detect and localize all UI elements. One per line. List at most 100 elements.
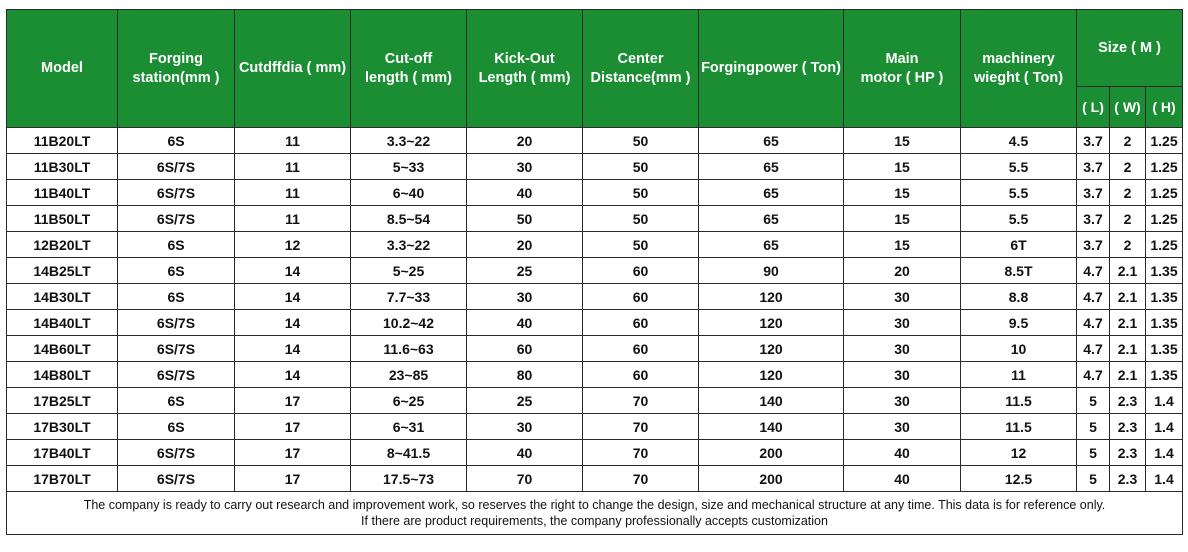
- cell-cutoff-length: 11.6~63: [350, 335, 467, 362]
- cell-center-distance: 50: [582, 127, 699, 154]
- cell-main-motor: 30: [843, 387, 961, 414]
- cell-cutoff-dia: 14: [234, 361, 351, 388]
- cell-cutoff-dia: 11: [234, 153, 351, 180]
- cell-forging-station: 6S: [117, 127, 235, 154]
- footnote-line-2: If there are product requirements, the c…: [361, 514, 828, 528]
- cell-size-h: 1.35: [1145, 361, 1183, 388]
- cell-cutoff-length: 5~25: [350, 257, 467, 284]
- header-size-l: ( L): [1076, 86, 1110, 128]
- cell-main-motor: 15: [843, 153, 961, 180]
- cell-cutoff-dia: 14: [234, 283, 351, 310]
- cell-cutoff-dia: 14: [234, 309, 351, 336]
- cell-size-w: 2.3: [1109, 465, 1146, 492]
- cell-size-l: 3.7: [1076, 231, 1110, 258]
- cell-forging-power: 140: [698, 387, 844, 414]
- cell-size-w: 2: [1109, 153, 1146, 180]
- cell-model: 12B20LT: [6, 231, 118, 258]
- cell-model: 14B60LT: [6, 335, 118, 362]
- cell-main-motor: 30: [843, 283, 961, 310]
- cell-size-w: 2.1: [1109, 257, 1146, 284]
- cell-kickout-length: 20: [466, 127, 583, 154]
- cell-size-l: 5: [1076, 439, 1110, 466]
- footnote-row: The company is ready to carry out resear…: [6, 491, 1183, 535]
- cell-size-w: 2.1: [1109, 361, 1146, 388]
- cell-kickout-length: 30: [466, 413, 583, 440]
- cell-cutoff-length: 23~85: [350, 361, 467, 388]
- table-row: 11B20LT 6S 11 3.3~22 20 50 65 15 4.5 3.7 2 1.25: [6, 127, 1183, 154]
- cell-center-distance: 60: [582, 283, 699, 310]
- cell-forging-station: 6S/7S: [117, 153, 235, 180]
- header-machinery-weight: machinery wieght ( Ton): [960, 9, 1077, 128]
- header-main-motor: Main motor ( HP ): [843, 9, 961, 128]
- cell-cutoff-length: 6~25: [350, 387, 467, 414]
- cell-size-w: 2: [1109, 179, 1146, 206]
- cell-main-motor: 30: [843, 309, 961, 336]
- table-row: 14B40LT 6S/7S 14 10.2~42 40 60 120 30 9.5 4.7 2.1 1…: [6, 309, 1183, 336]
- cell-main-motor: 15: [843, 179, 961, 206]
- cell-size-l: 4.7: [1076, 283, 1110, 310]
- cell-center-distance: 70: [582, 413, 699, 440]
- cell-forging-station: 6S/7S: [117, 179, 235, 206]
- table-body: 11B20LT 6S 11 3.3~22 20 50 65 15 4.5 3.7 2 1.25 11B3…: [6, 127, 1183, 492]
- cell-forging-power: 65: [698, 153, 844, 180]
- cell-forging-power: 65: [698, 179, 844, 206]
- cell-size-w: 2: [1109, 127, 1146, 154]
- table-row: 11B30LT 6S/7S 11 5~33 30 50 65 15 5.5 3.7 2 1.25: [6, 153, 1183, 180]
- header-row: Model Forging station(mm ) Cutdffdia ( mm…: [6, 9, 1183, 128]
- cell-cutoff-dia: 11: [234, 179, 351, 206]
- cell-forging-station: 6S/7S: [117, 309, 235, 336]
- cell-size-w: 2.1: [1109, 309, 1146, 336]
- cell-forging-station: 6S: [117, 283, 235, 310]
- cell-model: 14B30LT: [6, 283, 118, 310]
- header-size-row: ( L) ( W) ( H): [7, 86, 1183, 128]
- cell-size-h: 1.25: [1145, 231, 1183, 258]
- cell-machinery-weight: 5.5: [960, 179, 1077, 206]
- cell-size-l: 3.7: [1076, 127, 1110, 154]
- cell-size-h: 1.35: [1145, 283, 1183, 310]
- cell-cutoff-length: 17.5~73: [350, 465, 467, 492]
- cell-model: 17B70LT: [6, 465, 118, 492]
- cell-main-motor: 30: [843, 361, 961, 388]
- header-forging-station: Forging station(mm ): [117, 9, 235, 128]
- cell-machinery-weight: 6T: [960, 231, 1077, 258]
- cell-size-w: 2: [1109, 231, 1146, 258]
- cell-cutoff-dia: 14: [234, 335, 351, 362]
- footnote-line-1: The company is ready to carry out resear…: [83, 498, 1106, 512]
- cell-machinery-weight: 12: [960, 439, 1077, 466]
- header-size-w: ( W): [1109, 86, 1146, 128]
- cell-machinery-weight: 4.5: [960, 127, 1077, 154]
- cell-size-h: 1.35: [1145, 309, 1183, 336]
- cell-forging-power: 65: [698, 127, 844, 154]
- cell-cutoff-dia: 17: [234, 465, 351, 492]
- cell-cutoff-dia: 12: [234, 231, 351, 258]
- table-row: 17B30LT 6S 17 6~31 30 70 140 30 11.5 5 2.3 1.4: [6, 413, 1183, 440]
- cell-machinery-weight: 12.5: [960, 465, 1077, 492]
- cell-forging-station: 6S/7S: [117, 335, 235, 362]
- cell-kickout-length: 30: [466, 283, 583, 310]
- table-row: 12B20LT 6S 12 3.3~22 20 50 65 15 6T 3.7 2 1.25: [6, 231, 1183, 258]
- cell-size-w: 2.3: [1109, 387, 1146, 414]
- cell-size-l: 4.7: [1076, 335, 1110, 362]
- cell-size-l: 3.7: [1076, 179, 1110, 206]
- cell-machinery-weight: 10: [960, 335, 1077, 362]
- cell-cutoff-length: 8.5~54: [350, 205, 467, 232]
- table-row: 14B80LT 6S/7S 14 23~85 80 60 120 30 11 4.7 2.1 1.35: [6, 361, 1183, 388]
- cell-center-distance: 50: [582, 179, 699, 206]
- cell-size-w: 2.1: [1109, 335, 1146, 362]
- cell-model: 14B80LT: [6, 361, 118, 388]
- cell-forging-station: 6S: [117, 387, 235, 414]
- cell-cutoff-length: 6~40: [350, 179, 467, 206]
- cell-cutoff-length: 8~41.5: [350, 439, 467, 466]
- cell-main-motor: 15: [843, 127, 961, 154]
- cell-main-motor: 15: [843, 231, 961, 258]
- cell-cutoff-length: 3.3~22: [350, 231, 467, 258]
- cell-machinery-weight: 8.8: [960, 283, 1077, 310]
- cell-center-distance: 60: [582, 361, 699, 388]
- cell-size-l: 3.7: [1076, 153, 1110, 180]
- cell-model: 17B30LT: [6, 413, 118, 440]
- cell-kickout-length: 80: [466, 361, 583, 388]
- cell-kickout-length: 40: [466, 179, 583, 206]
- cell-machinery-weight: 5.5: [960, 205, 1077, 232]
- cell-kickout-length: 25: [466, 257, 583, 284]
- cell-model: 11B20LT: [6, 127, 118, 154]
